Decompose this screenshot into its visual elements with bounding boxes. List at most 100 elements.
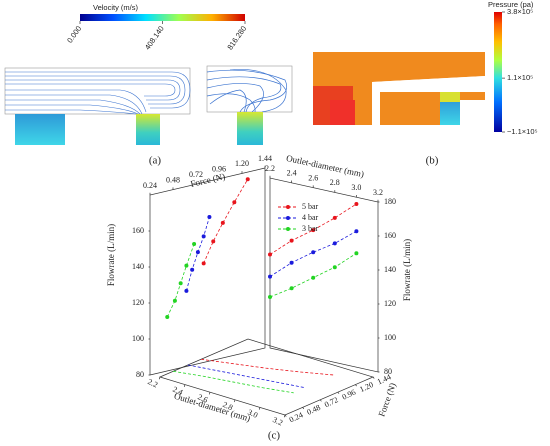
data-point (289, 260, 294, 265)
data-point (165, 314, 170, 319)
tick-mark (258, 407, 261, 410)
colorbar-tick-label: −1.1×10⁵ (507, 127, 538, 136)
axis-title: Flowrate (L/min) (106, 224, 116, 286)
pressure-zone (330, 100, 355, 125)
tick-label: 2.6 (196, 392, 209, 404)
slot (372, 76, 485, 92)
data-point (332, 265, 337, 270)
axis-frame (149, 167, 266, 376)
colorbar-tick-label: 408.140 (143, 24, 166, 51)
panel-label: (c) (268, 430, 281, 442)
outlet (136, 114, 160, 145)
series-line (269, 230, 357, 277)
tick-label: 3.0 (351, 183, 361, 192)
series-line (269, 252, 357, 298)
data-point (211, 239, 216, 244)
tick-label: 3.0 (246, 407, 259, 419)
tick-label: 80 (384, 367, 392, 376)
tick-label: 2.8 (330, 178, 340, 187)
data-point (220, 220, 225, 225)
data-point (311, 228, 316, 233)
tick-label: 140 (384, 265, 396, 274)
tick-mark (284, 414, 287, 417)
tick-label: 1.20 (235, 159, 249, 168)
tick-label: 160 (132, 226, 144, 235)
channel (4, 67, 191, 115)
series-line (166, 243, 195, 318)
streamlines (206, 69, 288, 113)
legend-marker (286, 216, 290, 220)
legend-marker (286, 227, 290, 231)
tick-mark (183, 384, 186, 387)
tick-mark (158, 376, 161, 380)
pressure-zone (440, 92, 460, 102)
series-line (269, 203, 357, 255)
tick-label: 2.2 (265, 164, 275, 173)
data-point (232, 200, 237, 205)
data-point (354, 202, 359, 206)
data-point (201, 261, 206, 266)
data-point (311, 275, 316, 280)
series-line (173, 370, 294, 394)
tick-label: 140 (132, 262, 144, 271)
tick-label: 3.2 (373, 188, 383, 197)
tick-label: 120 (132, 298, 144, 307)
tick-mark (319, 399, 322, 402)
data-point (289, 286, 294, 291)
data-point (289, 238, 294, 243)
data-point (354, 229, 359, 234)
data-point (192, 242, 197, 247)
tick-label: 1.44 (258, 154, 272, 163)
outlet (237, 112, 263, 145)
data-point (311, 250, 316, 255)
tick-label: 0.24 (143, 181, 157, 190)
colorbar-title: Velocity (m/s) (93, 3, 139, 12)
tick-label: 160 (384, 231, 396, 240)
panel-label: (b) (426, 155, 439, 167)
series-line (203, 179, 249, 264)
legend-label: 5 bar (302, 202, 319, 211)
tick-mark (208, 392, 211, 395)
tick-label: 100 (384, 333, 396, 342)
data-point (190, 267, 195, 272)
tick-mark (233, 399, 236, 403)
velocity-colorbar (80, 14, 245, 21)
pressure-body (313, 52, 485, 125)
tick-label: 2.6 (308, 173, 318, 182)
tick-label: 2.4 (171, 385, 184, 397)
tick-label: 180 (384, 197, 396, 206)
tick-label: 3.2 (271, 415, 284, 427)
axis-title: Force (N) (376, 381, 397, 418)
outlet (15, 114, 65, 145)
tick-label: 80 (136, 370, 144, 379)
data-point (184, 263, 189, 268)
data-point (268, 252, 272, 257)
legend-label: 4 bar (302, 213, 319, 222)
data-point (195, 250, 200, 255)
legend-label: 3 bar (302, 224, 319, 233)
tick-label: 2.2 (146, 377, 159, 389)
cfd-images (4, 12, 502, 145)
data-point (268, 274, 272, 279)
axis-title: Flowrate (L/min) (402, 239, 412, 301)
tick-mark (337, 391, 340, 394)
tick-label: 0.96 (212, 165, 226, 174)
tick-label: 0.48 (166, 175, 180, 184)
tick-mark (355, 384, 357, 387)
data-point (332, 215, 337, 220)
data-point (184, 288, 189, 293)
tick-label: 2.4 (287, 169, 297, 178)
data-point (245, 177, 250, 182)
tick-label: 0.72 (189, 170, 203, 179)
axis-title: Outlet-diameter (mm) (173, 391, 252, 424)
legend-marker (286, 205, 290, 209)
streamlines (5, 71, 191, 115)
tick-label: 2.8 (221, 400, 234, 412)
tick-label: 100 (132, 334, 144, 343)
data-point (172, 298, 177, 303)
colorbar-tick-label: 3.8×10⁵ (507, 7, 533, 16)
axis-title: Outlet-diameter (mm) (285, 153, 365, 179)
tick-mark (302, 407, 305, 410)
series-line (201, 358, 335, 376)
